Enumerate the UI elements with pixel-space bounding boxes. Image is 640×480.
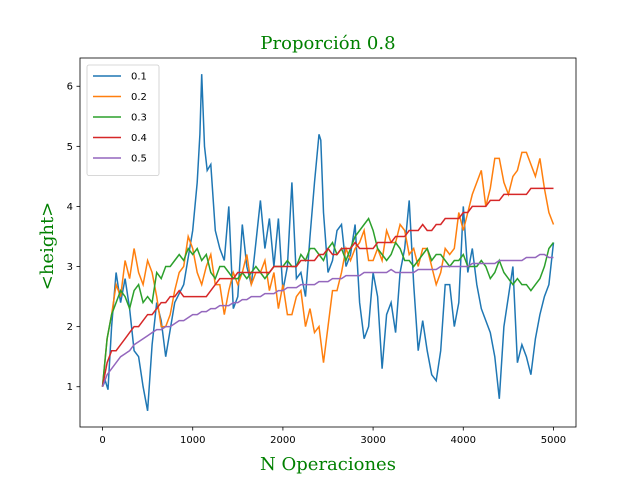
series-line-0.2 xyxy=(101,151,555,387)
x-tick-label: 4000 xyxy=(451,435,476,446)
series-line-0.4 xyxy=(101,187,554,387)
legend-label-0.2: 0.2 xyxy=(131,92,147,103)
x-tick-label: 1000 xyxy=(180,435,205,446)
x-tick-label: 0 xyxy=(99,435,105,446)
x-tick-label: 5000 xyxy=(541,435,566,446)
y-tick-label: 3 xyxy=(67,262,73,273)
y-tick-label: 5 xyxy=(67,142,73,153)
x-tick-label: 3000 xyxy=(360,435,385,446)
series-group xyxy=(101,74,555,411)
legend-label-0.1: 0.1 xyxy=(131,72,147,83)
series-line-0.3 xyxy=(101,216,555,387)
x-axis-label: N Operaciones xyxy=(260,454,396,475)
y-tick-label: 4 xyxy=(67,202,73,213)
plot-frame xyxy=(79,57,577,428)
y-tick-label: 6 xyxy=(67,82,73,93)
y-tick-label: 1 xyxy=(67,382,73,393)
x-tick-label: 2000 xyxy=(270,435,295,446)
legend-box xyxy=(86,64,160,176)
chart-title: Proporción 0.8 xyxy=(260,33,395,54)
axes: 0 1000 2000 3000 4000 5000 1 2 3 4 5 6 xyxy=(67,57,577,446)
series-line-0.1 xyxy=(101,74,555,411)
series-line-0.5 xyxy=(101,253,554,387)
y-axis-label: <height> xyxy=(37,202,58,291)
legend: 0.1 0.2 0.3 0.4 0.5 xyxy=(86,64,160,176)
legend-label-0.3: 0.3 xyxy=(131,113,147,124)
y-tick-label: 2 xyxy=(67,322,73,333)
legend-label-0.4: 0.4 xyxy=(131,133,147,144)
legend-label-0.5: 0.5 xyxy=(131,154,147,165)
